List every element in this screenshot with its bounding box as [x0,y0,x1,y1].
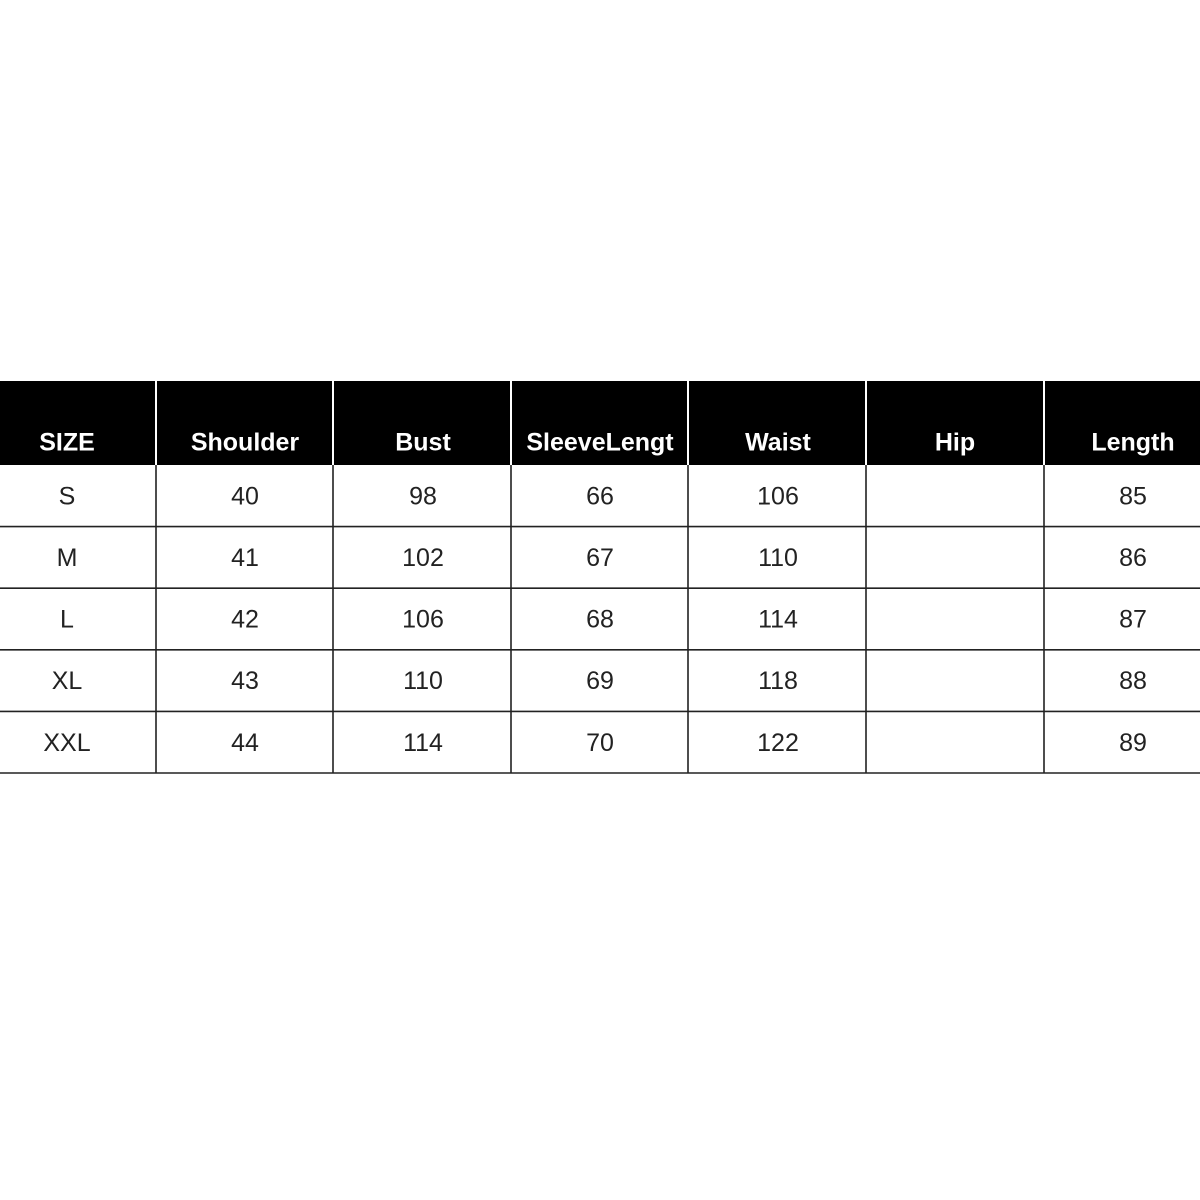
header-cell: Length [1091,429,1174,457]
cell: M [57,544,78,572]
cell: 40 [231,482,259,510]
header-divider [687,381,689,465]
cell: 70 [586,729,614,757]
cell: 118 [758,667,798,695]
cell: 106 [402,606,444,634]
header-divider [865,381,867,465]
cell: 122 [757,729,799,757]
header-band [0,381,1200,465]
cell: 89 [1119,729,1147,757]
cell: 69 [586,667,614,695]
header-cell: SleeveLengt [526,429,674,457]
cell: 87 [1119,606,1147,634]
cell: 106 [757,482,799,510]
cell: 110 [403,667,443,695]
cell: 42 [231,606,259,634]
cell: S [59,482,76,510]
cell: 114 [758,606,798,634]
header-divider [332,381,334,465]
cell: 102 [402,544,444,572]
header-cell: Hip [935,429,975,457]
cell: XXL [43,729,90,757]
cell: XL [52,667,83,695]
cell: 110 [758,544,798,572]
header-cell: Waist [745,429,811,457]
header-cell: SIZE [39,429,95,457]
header-cell: Shoulder [191,429,300,457]
header-divider [1043,381,1045,465]
header-divider [510,381,512,465]
cell: 88 [1119,667,1147,695]
cell: 86 [1119,544,1147,572]
cell: 98 [409,482,437,510]
cell: 85 [1119,482,1147,510]
cell: 44 [231,729,259,757]
cell: 114 [403,729,443,757]
cell: 43 [231,667,259,695]
cell: 66 [586,482,614,510]
cell: L [60,606,74,634]
header-cell: Bust [395,429,451,457]
header-divider [155,381,157,465]
cell: 41 [231,544,259,572]
cell: 67 [586,544,614,572]
cell: 68 [586,606,614,634]
